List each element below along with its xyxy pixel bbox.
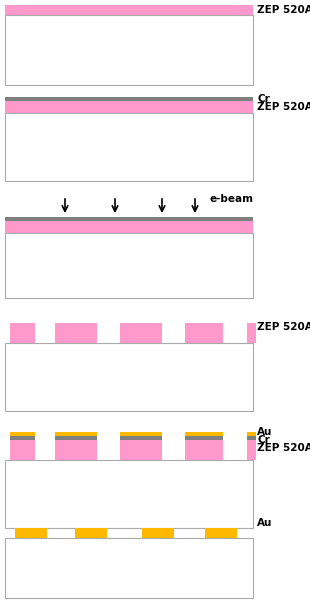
Bar — [5, 217, 253, 221]
Bar — [185, 440, 223, 460]
Text: ZEP 520A: ZEP 520A — [257, 322, 310, 332]
Bar — [5, 15, 253, 85]
Bar — [5, 101, 253, 113]
Bar — [120, 323, 162, 343]
Bar — [185, 436, 223, 440]
Bar — [75, 528, 107, 538]
Bar — [120, 440, 162, 460]
Bar — [55, 432, 97, 436]
Text: Cr: Cr — [257, 94, 270, 104]
Text: ZEP 520A: ZEP 520A — [257, 443, 310, 453]
Bar — [5, 5, 253, 15]
Bar — [247, 436, 256, 440]
Bar — [142, 528, 174, 538]
Text: ZEP 520A: ZEP 520A — [257, 5, 310, 15]
Bar — [15, 528, 47, 538]
Bar — [5, 343, 253, 411]
Bar — [10, 323, 35, 343]
Text: Au: Au — [257, 518, 272, 528]
Bar — [10, 440, 35, 460]
Bar — [247, 432, 256, 436]
Bar — [55, 436, 97, 440]
Text: Au: Au — [257, 427, 272, 437]
Bar — [247, 323, 256, 343]
Bar — [120, 436, 162, 440]
Bar — [5, 538, 253, 598]
Bar — [5, 233, 253, 298]
Bar — [55, 323, 97, 343]
Text: Cr: Cr — [257, 435, 270, 445]
Bar — [185, 323, 223, 343]
Bar — [10, 432, 35, 436]
Text: e-beam: e-beam — [210, 194, 254, 204]
Bar — [5, 113, 253, 181]
Bar — [5, 97, 253, 101]
Bar — [10, 436, 35, 440]
Bar — [205, 528, 237, 538]
Bar — [55, 440, 97, 460]
Bar — [185, 432, 223, 436]
Bar — [5, 460, 253, 528]
Text: ZEP 520A: ZEP 520A — [257, 102, 310, 112]
Bar — [120, 432, 162, 436]
Bar — [5, 221, 253, 233]
Bar — [247, 440, 256, 460]
